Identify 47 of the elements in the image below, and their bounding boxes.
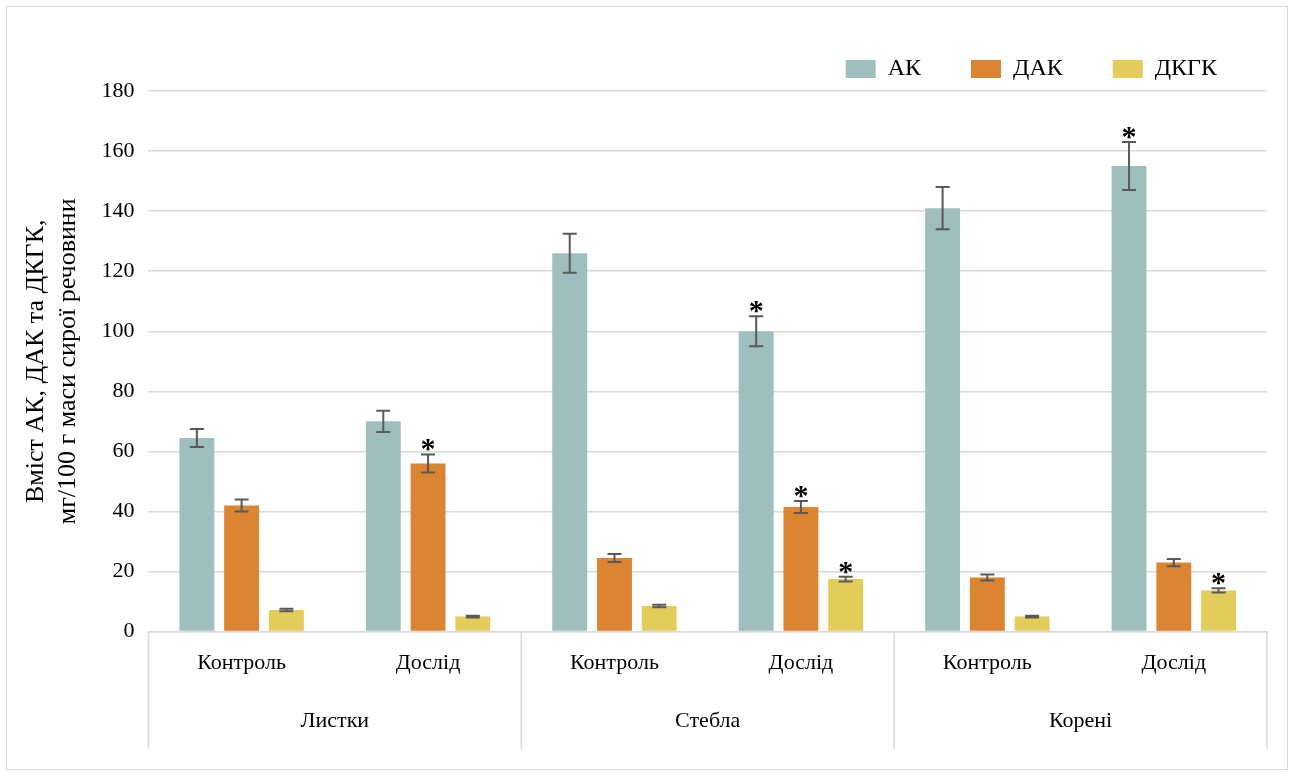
bar — [641, 606, 677, 631]
data-label: * — [420, 431, 436, 465]
text: Стебла — [675, 706, 741, 732]
y-tick-label: 80 — [112, 377, 135, 403]
text: Листки — [300, 706, 370, 732]
bar — [969, 577, 1005, 631]
x-tick-label: Контроль — [570, 648, 659, 674]
data-label: * — [1211, 565, 1227, 599]
bar — [828, 579, 864, 631]
bar — [1201, 590, 1236, 631]
x-tick-label: Контроль — [197, 648, 287, 674]
y-axis-title: Вміст АК, ДАК та ДКГК, мг/100 г маси сирої речовини — [20, 198, 81, 525]
data-label: * — [838, 553, 854, 587]
x-tick-label: Контроль — [942, 648, 1032, 674]
bar — [597, 558, 632, 631]
data-label: * — [1121, 119, 1137, 153]
bar — [268, 609, 304, 631]
data-label: * — [793, 477, 809, 511]
y-tick-label: 160 — [101, 136, 135, 162]
bar — [738, 331, 774, 631]
legend-label: АК — [887, 54, 923, 81]
bar — [552, 253, 588, 631]
x-tick-label: Дослід — [768, 648, 834, 674]
x-tick-label: Дослід — [395, 648, 461, 674]
y-tick-label: 100 — [101, 317, 135, 343]
y-tick-label: 120 — [101, 256, 135, 282]
bar — [365, 421, 401, 631]
bar — [1156, 562, 1192, 631]
y-tick-label: 140 — [101, 196, 135, 222]
bar — [455, 616, 491, 631]
bar — [410, 463, 446, 631]
bar — [925, 208, 961, 631]
y-tick-label: 0 — [123, 617, 135, 643]
bar — [224, 505, 260, 631]
y-tick-label: 180 — [101, 76, 135, 102]
y-tick-label: 60 — [112, 437, 135, 463]
bar — [1014, 616, 1050, 631]
bar — [1111, 166, 1147, 631]
y-tick-label: 20 — [112, 557, 135, 583]
bar — [783, 506, 819, 631]
x-tick-label: Дослід — [1141, 648, 1207, 674]
data-label: * — [748, 293, 764, 327]
legend-label: ДКГК — [1154, 54, 1218, 81]
text: Корені — [1048, 706, 1113, 732]
bar — [179, 437, 215, 631]
legend-label: ДАК — [1013, 54, 1064, 81]
y-tick-label: 40 — [112, 497, 135, 523]
